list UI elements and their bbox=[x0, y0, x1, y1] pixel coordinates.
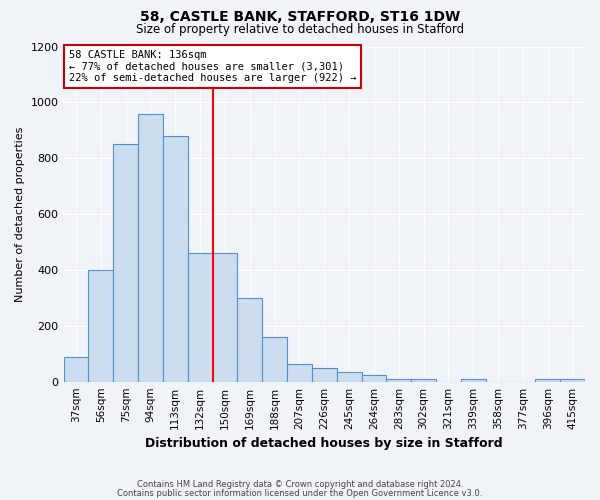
Text: 58, CASTLE BANK, STAFFORD, ST16 1DW: 58, CASTLE BANK, STAFFORD, ST16 1DW bbox=[140, 10, 460, 24]
Y-axis label: Number of detached properties: Number of detached properties bbox=[15, 126, 25, 302]
Bar bbox=[560, 379, 585, 382]
Bar bbox=[238, 298, 262, 382]
Bar bbox=[362, 374, 386, 382]
Bar bbox=[337, 372, 362, 382]
Bar bbox=[461, 379, 485, 382]
Bar bbox=[535, 379, 560, 382]
Bar bbox=[113, 144, 138, 382]
Text: Size of property relative to detached houses in Stafford: Size of property relative to detached ho… bbox=[136, 22, 464, 36]
Bar bbox=[212, 253, 238, 382]
Bar bbox=[312, 368, 337, 382]
X-axis label: Distribution of detached houses by size in Stafford: Distribution of detached houses by size … bbox=[145, 437, 503, 450]
Bar bbox=[287, 364, 312, 382]
Bar bbox=[163, 136, 188, 382]
Text: Contains public sector information licensed under the Open Government Licence v3: Contains public sector information licen… bbox=[118, 488, 482, 498]
Bar bbox=[262, 337, 287, 382]
Bar bbox=[188, 253, 212, 382]
Bar bbox=[386, 379, 411, 382]
Text: Contains HM Land Registry data © Crown copyright and database right 2024.: Contains HM Land Registry data © Crown c… bbox=[137, 480, 463, 489]
Bar bbox=[411, 380, 436, 382]
Text: 58 CASTLE BANK: 136sqm
← 77% of detached houses are smaller (3,301)
22% of semi-: 58 CASTLE BANK: 136sqm ← 77% of detached… bbox=[69, 50, 356, 83]
Bar bbox=[64, 356, 88, 382]
Bar bbox=[138, 114, 163, 382]
Bar bbox=[88, 270, 113, 382]
